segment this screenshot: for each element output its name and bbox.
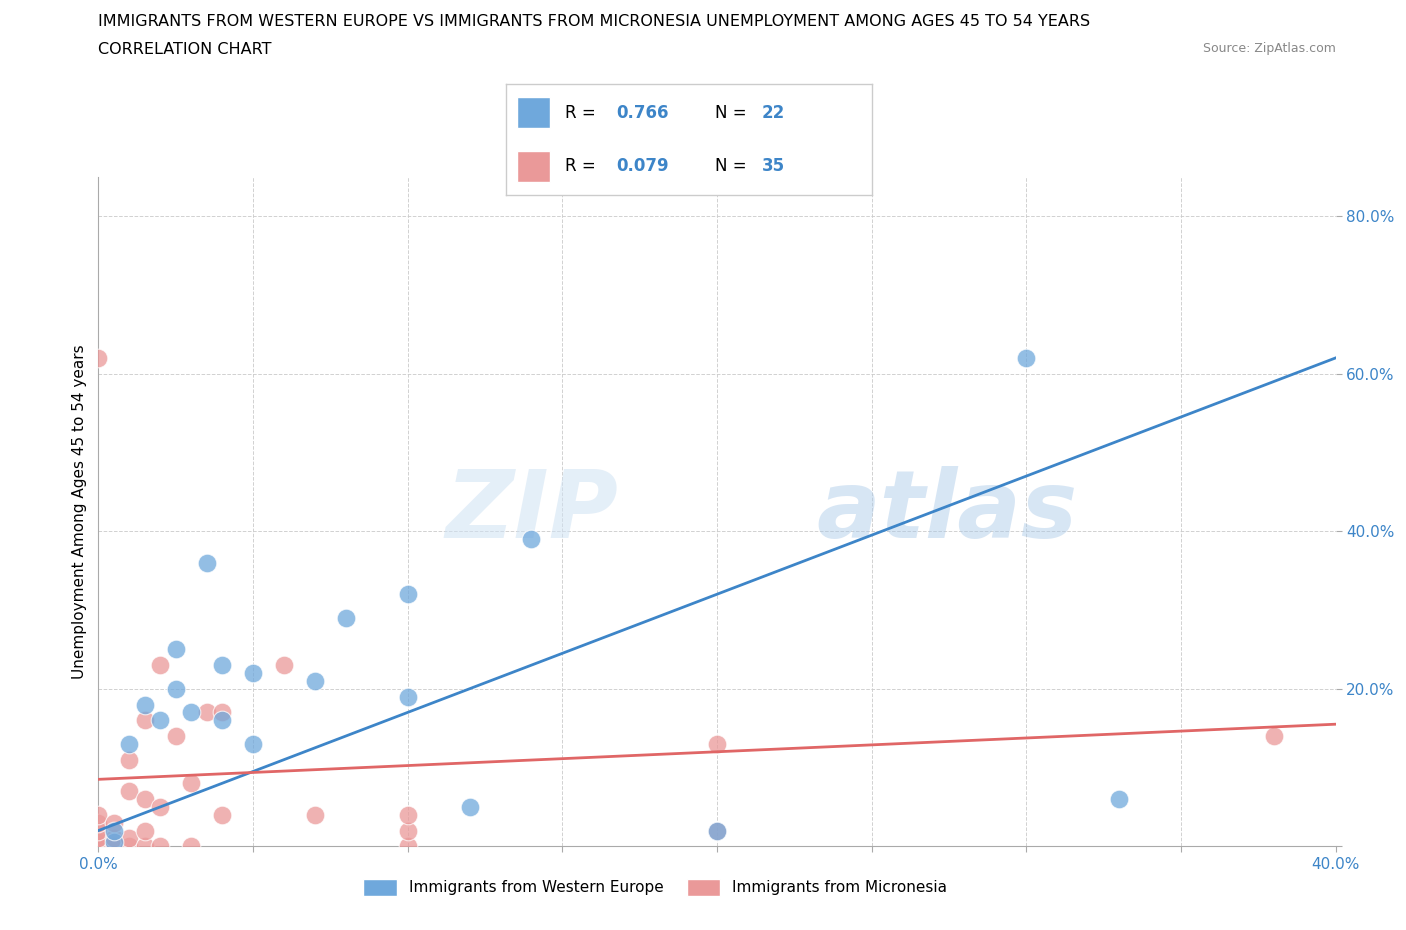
Point [211,712,233,727]
Point [165,642,187,657]
Point [87,351,110,365]
Point [149,800,172,815]
Point [211,658,233,672]
Text: N =: N = [714,104,751,122]
Point [103,823,125,838]
Point [211,705,233,720]
Point [520,532,543,547]
Point [149,839,172,854]
Point [180,839,202,854]
Point [180,705,202,720]
Text: 35: 35 [762,157,785,175]
Point [118,784,141,799]
Text: 22: 22 [762,104,786,122]
Point [242,666,264,681]
Point [396,587,419,602]
Point [87,831,110,846]
Text: IMMIGRANTS FROM WESTERN EUROPE VS IMMIGRANTS FROM MICRONESIA UNEMPLOYMENT AMONG : IMMIGRANTS FROM WESTERN EUROPE VS IMMIGR… [98,14,1091,29]
Point [180,776,202,790]
Y-axis label: Unemployment Among Ages 45 to 54 years: Unemployment Among Ages 45 to 54 years [72,344,87,679]
Text: 0.079: 0.079 [616,157,668,175]
Point [1108,791,1130,806]
Text: ZIP: ZIP [446,466,619,557]
Point [396,807,419,822]
Point [134,698,156,712]
Point [396,689,419,704]
Point [273,658,295,672]
Legend: Immigrants from Western Europe, Immigrants from Micronesia: Immigrants from Western Europe, Immigran… [357,872,953,902]
Point [87,816,110,830]
Text: 0.766: 0.766 [616,104,668,122]
Point [211,807,233,822]
Text: R =: R = [565,157,600,175]
Point [195,705,218,720]
Point [706,823,728,838]
FancyBboxPatch shape [517,151,550,182]
Point [134,823,156,838]
Point [458,800,481,815]
Point [103,835,125,850]
Point [103,831,125,846]
Point [87,823,110,838]
Point [118,737,141,751]
Point [149,712,172,727]
Point [134,791,156,806]
FancyBboxPatch shape [517,97,550,128]
Point [118,831,141,846]
Point [1263,728,1285,743]
Point [335,610,357,625]
Point [304,807,326,822]
Point [103,839,125,854]
Point [706,823,728,838]
Point [149,658,172,672]
Text: N =: N = [714,157,751,175]
Point [396,839,419,854]
Point [165,728,187,743]
Text: Source: ZipAtlas.com: Source: ZipAtlas.com [1202,42,1336,55]
Point [134,712,156,727]
Point [1015,351,1038,365]
Text: atlas: atlas [815,466,1077,557]
Point [87,835,110,850]
Point [706,737,728,751]
Point [304,673,326,688]
Point [87,807,110,822]
Point [118,839,141,854]
Point [396,823,419,838]
Text: CORRELATION CHART: CORRELATION CHART [98,42,271,57]
Point [195,555,218,570]
Point [118,752,141,767]
Point [165,682,187,697]
Point [103,816,125,830]
Text: R =: R = [565,104,600,122]
Point [134,839,156,854]
Point [242,737,264,751]
Point [87,839,110,854]
